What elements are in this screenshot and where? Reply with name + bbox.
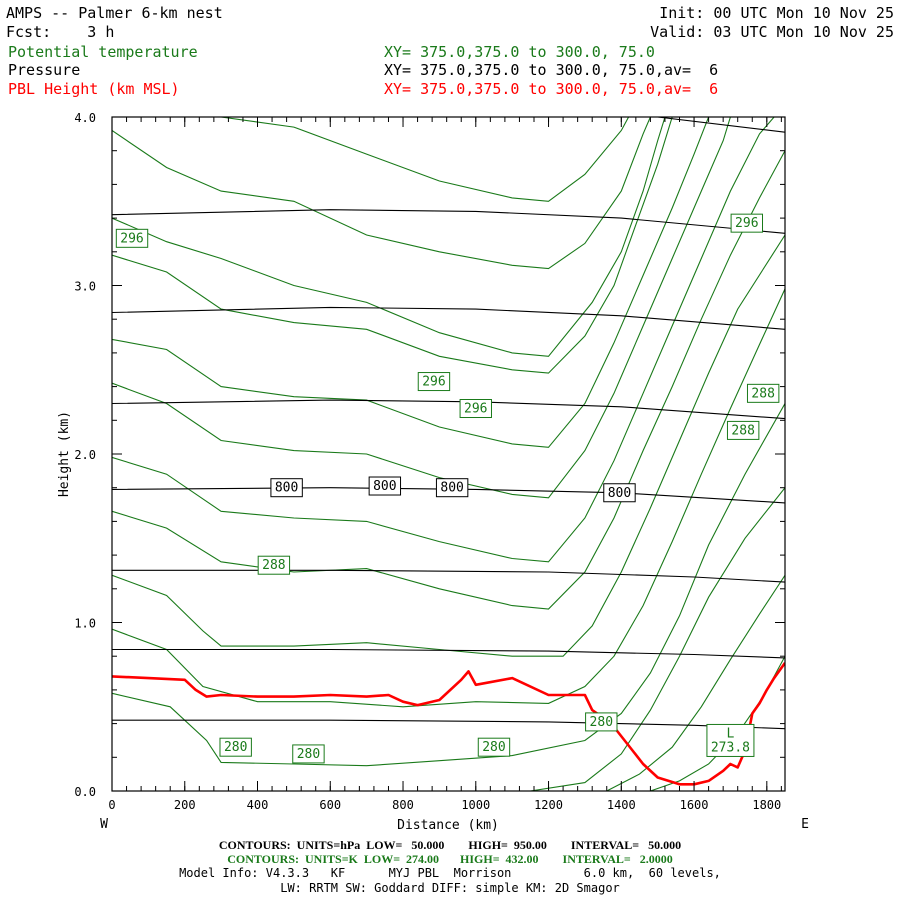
x-tick-label: 1600 [680, 798, 709, 812]
west-label: W [100, 817, 108, 832]
field-xy-pbl: XY= 375.0,375.0 to 300.0, 75.0,av= 6 [384, 80, 719, 98]
field-xy-theta: XY= 375.0,375.0 to 300.0, 75.0 [384, 43, 655, 61]
x-tick-label: 1800 [752, 798, 781, 812]
pressure-label-box [435, 478, 469, 498]
theta-contours [112, 117, 785, 791]
x-tick-label: 400 [247, 798, 269, 812]
pressure-label: 800 [373, 479, 396, 494]
footer-theta-contours: CONTOURS: UNITS=K LOW= 274.00 HIGH= 432.… [227, 852, 673, 866]
theta-label: 296 [735, 216, 758, 231]
theta-label-box [115, 228, 149, 248]
y-tick-label: 1.0 [74, 617, 96, 631]
theta-contour-300 [221, 117, 630, 202]
field-label-theta: Potential temperature [8, 43, 198, 61]
y-tick-label: 2.0 [74, 448, 96, 462]
x-tick-label: 800 [392, 798, 414, 812]
y-tick-label: 4.0 [74, 111, 96, 125]
theta-contour-298 [112, 117, 651, 270]
pbl-height-line [112, 662, 785, 786]
pressure-contours [112, 117, 785, 730]
theta-label-box [730, 213, 764, 233]
theta-contour-282 [112, 288, 785, 708]
theta-label: 273.8 [711, 740, 750, 755]
pressure-contour-700 [112, 306, 785, 330]
theta-label: 296 [464, 402, 487, 417]
x-tick-label: 1000 [461, 798, 490, 812]
contour-labels: 800 800 800 800 296 296 296 296 288 288 288 280 280 2… [115, 213, 780, 764]
footer-model-info-2: LW: RRTM SW: Goddard DIFF: simple KM: 2D… [280, 881, 620, 895]
footer-model-info: Model Info: V4.3.3 KF MYJ PBL Morrison 6… [179, 866, 721, 880]
theta-label: 296 [422, 375, 445, 390]
theta-label-box [726, 420, 760, 440]
theta-label-box [477, 737, 511, 757]
theta-contour-274 [650, 655, 785, 791]
pressure-label-box [603, 483, 636, 503]
theta-contour-284 [112, 234, 785, 657]
theta-contour-276 [606, 574, 785, 791]
valid-time: Valid: 03 UTC Mon 10 Nov 25 [650, 23, 894, 41]
axes: 0 200 400 600 800 1000 1200 1400 1600 1800 0.0 1.0 2… [74, 111, 785, 812]
theta-label-box [706, 723, 755, 757]
x-tick-label: 1200 [534, 798, 563, 812]
pressure-label: 800 [275, 481, 298, 496]
pressure-contour-950 [112, 719, 785, 730]
x-tick-label: 600 [319, 798, 341, 812]
chart-title: AMPS -- Palmer 6-km nest [6, 4, 223, 22]
theta-label-box [459, 399, 492, 419]
pressure-contour-750 [112, 399, 785, 420]
theta-label: 280 [590, 715, 613, 730]
theta-contour-278 [530, 487, 785, 791]
theta-label-box [219, 737, 252, 757]
y-tick-label: 0.0 [74, 785, 96, 799]
theta-label: L [727, 726, 735, 741]
theta-label: 288 [731, 423, 754, 438]
x-tick-label: 1400 [607, 798, 636, 812]
field-xy-pressure: XY= 375.0,375.0 to 300.0, 75.0,av= 6 [384, 61, 719, 79]
pressure-contour-900 [112, 648, 785, 659]
theta-contour-292 [112, 117, 710, 448]
x-axis-title: Distance (km) [397, 818, 499, 833]
pbl-layer [112, 662, 785, 786]
pressure-contour-600 [657, 117, 785, 133]
theta-contour-294 [112, 117, 673, 374]
theta-label: 288 [262, 558, 285, 573]
field-label-pbl: PBL Height (km MSL) [8, 80, 180, 98]
theta-label-box [746, 383, 780, 403]
pressure-label-box [368, 476, 402, 496]
theta-label-box [585, 712, 618, 732]
theta-label: 280 [297, 747, 320, 762]
theta-label-box [292, 744, 325, 764]
pressure-contour-800 [112, 487, 785, 504]
pressure-label-box [270, 478, 303, 498]
y-tick-label: 3.0 [74, 280, 96, 294]
theta-label-box [417, 372, 451, 392]
theta-contour-286 [112, 150, 785, 610]
theta-contour-296 [112, 117, 666, 357]
y-axis-title: Height (km) [57, 411, 72, 497]
theta-label: 280 [224, 740, 247, 755]
forecast-hour: Fcst: 3 h [6, 23, 115, 41]
init-time: Init: 00 UTC Mon 10 Nov 25 [659, 4, 894, 22]
theta-label: 280 [482, 740, 505, 755]
field-label-pressure: Pressure [8, 61, 81, 79]
pressure-contour-850 [112, 569, 785, 583]
x-tick-label: 200 [174, 798, 196, 812]
theta-label: 288 [751, 386, 774, 401]
pressure-label: 800 [608, 486, 631, 501]
theta-label: 296 [120, 231, 143, 246]
pressure-label: 800 [440, 481, 463, 496]
x-tick-label: 0 [108, 798, 115, 812]
theta-contour-280 [112, 403, 785, 767]
pressure-contour-650 [112, 209, 785, 234]
theta-label-box [257, 555, 291, 575]
theta-contour-288 [112, 117, 775, 563]
footer-pressure-contours: CONTOURS: UNITS=hPa LOW= 50.000 HIGH= 95… [218, 838, 682, 852]
east-label: E [801, 817, 809, 832]
theta-contour-290 [112, 117, 731, 499]
